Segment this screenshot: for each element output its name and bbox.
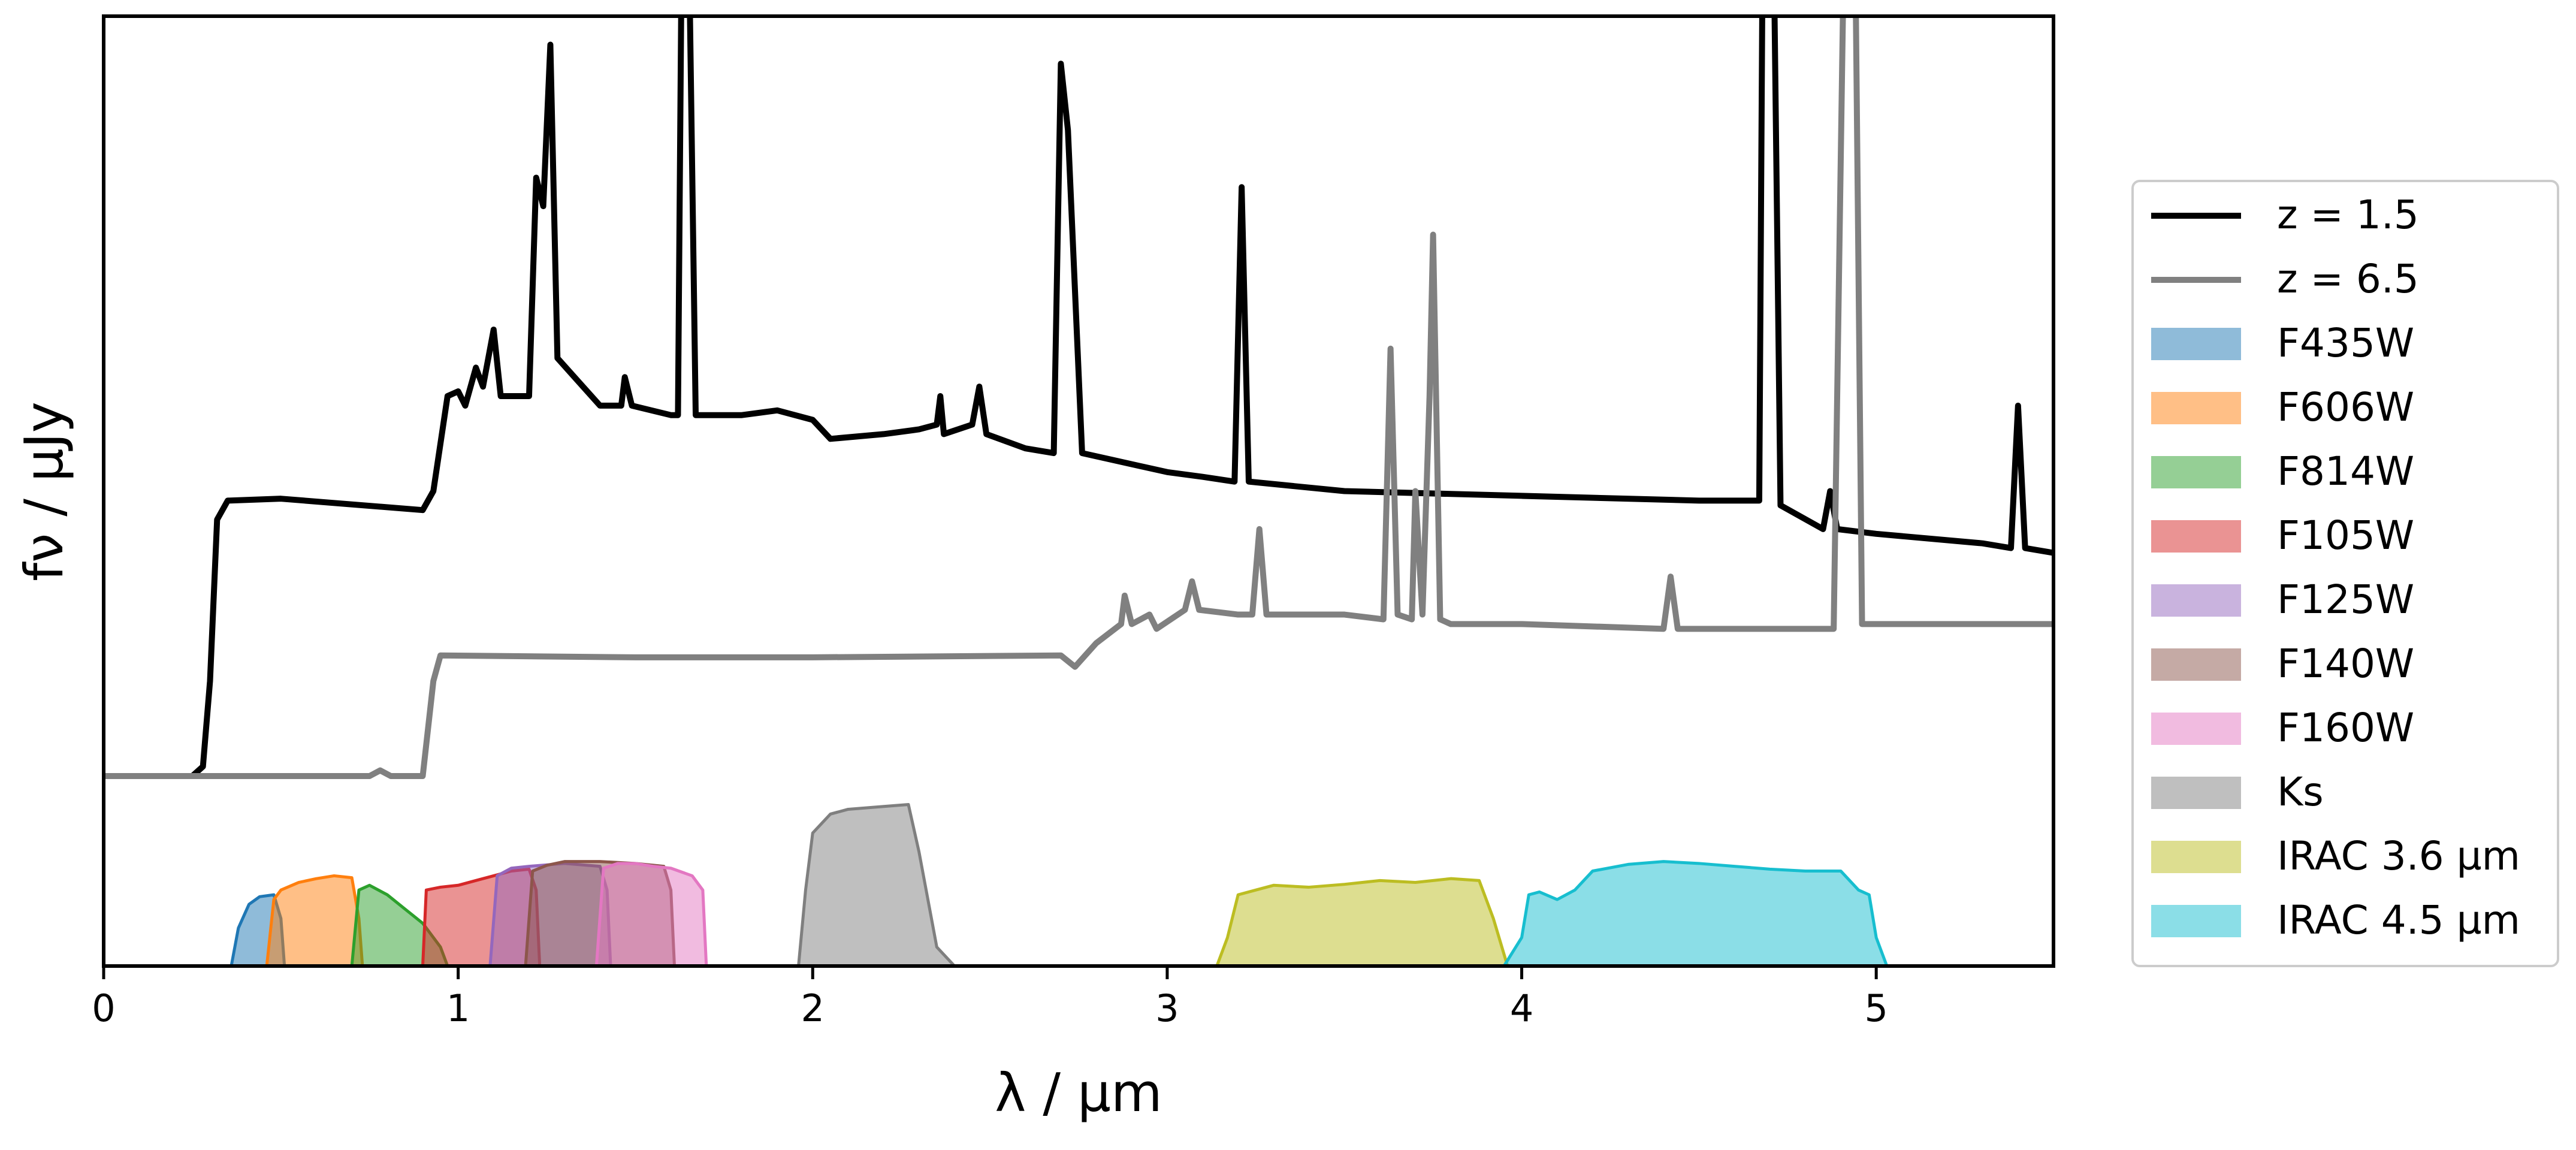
legend-swatch [2151, 328, 2241, 360]
plot-frame [102, 14, 2055, 968]
legend-label: F814W [2277, 448, 2414, 494]
legend-label: F435W [2277, 320, 2414, 366]
filter-area [1215, 877, 1509, 966]
y-axis-label: fν / μJy [13, 402, 75, 581]
legend [2131, 180, 2559, 967]
filter-area [265, 874, 364, 966]
legend-swatch [2151, 584, 2241, 617]
legend-swatch [2151, 841, 2241, 873]
filter-area [1502, 860, 1889, 966]
legend-label: Ks [2277, 769, 2324, 815]
x-tick-label: 0 [92, 986, 115, 1030]
legend-label: F140W [2277, 641, 2414, 687]
legend-label: z = 1.5 [2277, 192, 2419, 238]
legend-label: F606W [2277, 384, 2414, 430]
legend-label: F125W [2277, 576, 2414, 623]
legend-swatch [2151, 392, 2241, 424]
legend-swatch [2151, 456, 2241, 488]
sed-line [104, 16, 2053, 779]
x-tick-label: 2 [801, 986, 825, 1030]
plot-area [104, 16, 2053, 966]
legend-swatch [2151, 713, 2241, 745]
legend-swatch [2151, 905, 2241, 937]
x-tick-label: 5 [1864, 986, 1888, 1030]
legend-label: IRAC 4.5 µm [2277, 897, 2520, 943]
x-tick-label: 1 [446, 986, 470, 1030]
legend-swatch [2151, 520, 2241, 553]
x-axis-label: λ / μm [995, 1062, 1162, 1124]
legend-label: IRAC 3.6 µm [2277, 833, 2520, 879]
legend-swatch [2151, 777, 2241, 809]
filter-area [797, 803, 956, 966]
legend-label: F105W [2277, 512, 2414, 559]
x-tick-label: 4 [1510, 986, 1533, 1030]
filter-area [594, 862, 708, 966]
legend-label: z = 6.5 [2277, 256, 2419, 302]
legend-swatch [2151, 648, 2241, 681]
legend-label: F160W [2277, 705, 2414, 751]
x-tick-label: 3 [1155, 986, 1179, 1030]
